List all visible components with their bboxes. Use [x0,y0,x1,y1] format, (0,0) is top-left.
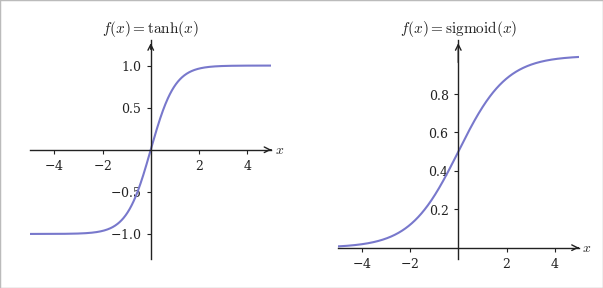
Title: $f(x) = \mathrm{sigmoid}(x)$: $f(x) = \mathrm{sigmoid}(x)$ [400,19,517,39]
Title: $f(x) = \tanh(x)$: $f(x) = \tanh(x)$ [103,19,199,39]
Text: $x$: $x$ [582,241,592,255]
Text: $x$: $x$ [275,143,284,157]
